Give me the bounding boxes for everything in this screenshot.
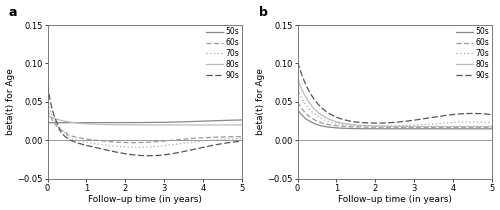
Legend: 50s, 60s, 70s, 80s, 90s: 50s, 60s, 70s, 80s, 90s <box>206 27 240 80</box>
Y-axis label: beta(t) for Age: beta(t) for Age <box>256 68 264 135</box>
X-axis label: Follow–up time (in years): Follow–up time (in years) <box>338 196 452 205</box>
Text: b: b <box>258 6 268 19</box>
X-axis label: Follow–up time (in years): Follow–up time (in years) <box>88 196 202 205</box>
Text: a: a <box>8 6 17 19</box>
Y-axis label: beta(t) for Age: beta(t) for Age <box>6 68 15 135</box>
Legend: 50s, 60s, 70s, 80s, 90s: 50s, 60s, 70s, 80s, 90s <box>456 27 490 80</box>
